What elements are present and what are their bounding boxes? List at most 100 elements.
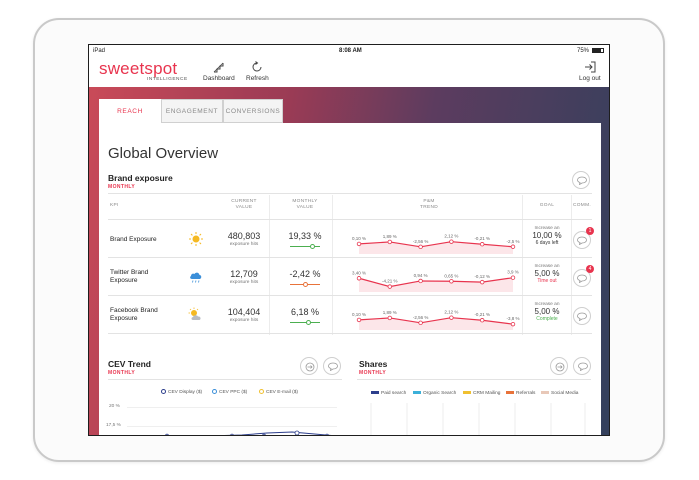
legend-label: Organic Search — [423, 391, 457, 396]
goal-value: 5,00 % — [534, 269, 560, 278]
trend-point-label: -0,21 % — [474, 312, 490, 317]
trend-point-label: -4,21 % — [382, 279, 398, 284]
trend-point — [479, 242, 485, 247]
header-divider-top — [108, 193, 592, 194]
trend-line — [358, 317, 514, 325]
trend-area — [359, 241, 513, 254]
refresh-button[interactable]: Refresh — [246, 60, 269, 82]
comment-count-badge: 1 — [586, 227, 594, 235]
legend-marker — [371, 391, 379, 394]
dashboard-button[interactable]: Dashboard — [203, 60, 235, 82]
trend-point-label: 1,89 % — [383, 234, 397, 239]
cev-legend-display: CEV Display ($) — [161, 389, 202, 395]
cev-trend-period: MONTHLY — [108, 370, 136, 376]
kpi-row: Facebook Brand Exposure 104,404 exposure… — [108, 295, 592, 333]
shares-export-button[interactable] — [550, 357, 568, 375]
trend-point-label: 2,12 % — [444, 234, 458, 239]
logout-button[interactable]: Log out — [579, 60, 601, 82]
brand-exposure-period: MONTHLY — [108, 184, 136, 190]
goal-status: Complete — [536, 316, 558, 322]
legend-label: CEV PPC ($) — [219, 390, 248, 395]
trend-point-label: -3,8 % — [506, 316, 519, 321]
cev-export-button[interactable] — [300, 357, 318, 375]
legend-marker — [212, 389, 217, 394]
cev-comment-button[interactable] — [323, 357, 341, 375]
tab-reach[interactable]: REACH — [99, 99, 161, 123]
speech-bubble-icon — [577, 312, 587, 321]
monthly-slider[interactable] — [290, 282, 320, 287]
col-sep-2 — [332, 195, 333, 335]
current-value: 104,404 — [227, 307, 261, 317]
cev-line-series — [165, 430, 332, 435]
comment-button[interactable] — [573, 307, 591, 325]
slider-knob[interactable] — [302, 282, 308, 287]
refresh-icon — [252, 61, 262, 72]
kpi-name: Brand Exposure — [110, 236, 157, 243]
cev-legend-ppc: CEV PPC ($) — [212, 389, 247, 395]
comment-count-badge: 4 — [586, 265, 594, 273]
shares-period: MONTHLY — [359, 370, 387, 376]
cev-divider — [108, 379, 342, 380]
trend-point — [479, 318, 485, 323]
rain-cloud-icon — [190, 272, 202, 283]
speech-bubble-icon — [577, 274, 587, 283]
col-sep-4 — [571, 195, 572, 335]
col-trend-line1: P&M — [423, 199, 435, 204]
trend-point-label: -0,12 % — [474, 274, 490, 279]
trend-point-label: 3,9 % — [507, 270, 519, 275]
logo: sweetspot — [99, 59, 178, 78]
speech-bubble-icon — [577, 176, 587, 185]
legend-marker — [161, 389, 166, 394]
legend-label: CEV E-mail ($) — [266, 390, 298, 395]
trend-area — [359, 277, 513, 292]
slider-knob[interactable] — [310, 244, 315, 249]
trend-point-label: 0,94 % — [414, 273, 428, 278]
col-trend-line2: TREND — [419, 205, 439, 210]
shares-comment-button[interactable] — [573, 357, 591, 375]
col-current-line2: VALUE — [235, 205, 253, 210]
trend-point — [449, 279, 454, 284]
trend-point — [387, 315, 392, 321]
logout-label: Log out — [579, 75, 601, 82]
tab-engagement[interactable]: ENGAGEMENT — [161, 99, 223, 123]
col-sep-3 — [522, 195, 523, 335]
kpi-name: Facebook Brand Exposure — [110, 307, 158, 322]
trend-point — [479, 279, 485, 285]
content-panel: Global Overview Brand exposure MONTHLY K… — [99, 123, 601, 435]
rows-divider-bottom — [108, 333, 592, 334]
trend-point-label: 3,40 % — [352, 270, 366, 275]
tab-conversions[interactable]: CONVERSIONS — [223, 99, 283, 123]
col-monthly: MONTHLY VALUE — [280, 199, 330, 211]
brand-comment-button[interactable] — [572, 171, 590, 189]
goal-label: Increase an — [534, 226, 560, 231]
monthly-slider[interactable] — [290, 244, 320, 249]
comment-button[interactable]: 4 — [573, 265, 594, 287]
col-monthly-line2: VALUE — [296, 205, 314, 210]
shares-legend-referrals: Referrals — [506, 391, 535, 396]
col-sep-1 — [269, 195, 270, 335]
shares-legend-paid: Paid search — [371, 391, 406, 396]
goal-cell: Increase an 10,00 % 6 days left — [524, 226, 570, 246]
trend-point-label: -0,21 % — [474, 236, 490, 241]
trend-point — [356, 241, 362, 247]
trend-point — [387, 239, 392, 245]
comment-button[interactable]: 1 — [573, 227, 594, 249]
battery-percent: 75% — [576, 48, 589, 54]
monthly-slider[interactable] — [290, 320, 320, 325]
kpi-name: Twitter Brand Exposure — [110, 269, 149, 284]
logout-icon — [584, 61, 596, 73]
legend-label: Social Media — [551, 391, 579, 396]
trend-point — [510, 275, 516, 280]
trend-point-label: -2,56 % — [413, 315, 429, 320]
shares-divider — [357, 379, 591, 380]
goal-cell: Increase an 5,00 % Complete — [524, 302, 570, 322]
slider-knob[interactable] — [306, 320, 312, 325]
col-comments: COMM. — [572, 203, 592, 208]
col-current-line1: CURRENT — [231, 199, 257, 204]
trend-line — [358, 277, 514, 288]
app-screen: iPad 8:08 AM 75% sweetspot INTELLIGENCE … — [88, 44, 610, 436]
legend-marker — [463, 391, 471, 394]
legend-label: CRM Mailing — [473, 391, 501, 396]
trend-sparkline: 3,40 % -4,21 % 0,94 % 0,65 % -0,12 % 3,9 % — [352, 270, 519, 292]
trend-point — [510, 244, 516, 249]
